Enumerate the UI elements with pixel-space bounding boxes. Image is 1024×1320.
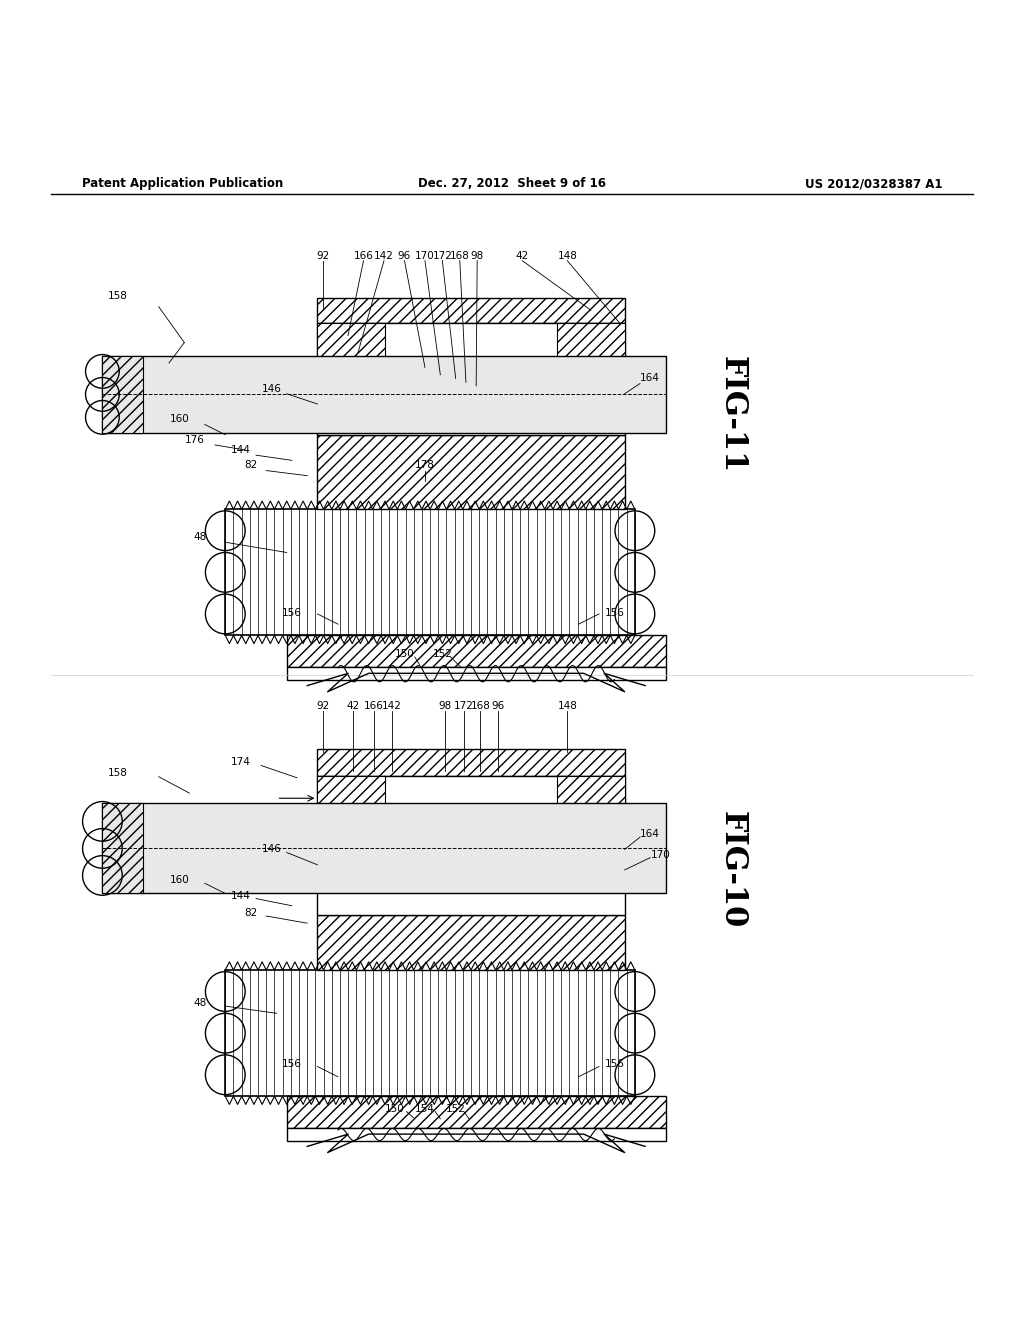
Text: 48: 48 [194,532,206,543]
Text: 42: 42 [516,251,528,260]
Bar [317,915,625,970]
Text: 172: 172 [454,701,474,711]
Bar [317,776,625,859]
Text: 156: 156 [282,1060,302,1069]
Text: 150: 150 [394,649,415,659]
Text: 172: 172 [432,251,453,260]
Text: 146: 146 [261,845,282,854]
Text: 176: 176 [184,434,205,445]
Bar [317,297,625,323]
Bar [317,750,625,776]
Text: 146: 146 [261,384,282,393]
Bar [317,323,385,397]
Text: FIG-11: FIG-11 [717,355,748,473]
Text: 42: 42 [347,701,359,711]
Text: 96: 96 [398,251,411,260]
Text: Dec. 27, 2012  Sheet 9 of 16: Dec. 27, 2012 Sheet 9 of 16 [418,177,606,190]
Bar [317,323,625,397]
Text: 92: 92 [316,701,329,711]
Bar [102,804,143,894]
Bar [102,356,143,433]
Text: 170: 170 [650,850,671,859]
Text: 170: 170 [415,251,435,260]
Text: Patent Application Publication: Patent Application Publication [82,177,284,190]
Text: 156: 156 [604,609,625,618]
Text: 160: 160 [169,414,189,424]
Bar [317,397,625,436]
Text: 168: 168 [470,701,490,711]
Text: 144: 144 [230,445,251,455]
Text: 164: 164 [640,374,660,383]
Text: 98: 98 [439,701,452,711]
Text: 158: 158 [108,292,128,301]
Text: 152: 152 [432,649,453,659]
Text: 144: 144 [230,891,251,900]
Bar [102,804,666,894]
Text: 156: 156 [604,1060,625,1069]
Bar [557,323,625,397]
Bar [557,776,625,859]
Bar [317,859,625,915]
Text: 168: 168 [450,251,470,260]
Text: 48: 48 [194,998,206,1008]
Text: 152: 152 [445,1104,466,1114]
Text: 142: 142 [374,251,394,260]
Bar [102,356,666,433]
Bar [317,776,385,859]
Text: 150: 150 [384,1104,404,1114]
Text: 98: 98 [471,251,483,260]
Text: 82: 82 [245,908,257,917]
Bar [287,635,666,667]
Text: 82: 82 [245,461,257,470]
Text: 166: 166 [353,251,374,260]
Text: 174: 174 [230,758,251,767]
Text: 178: 178 [415,461,435,470]
Text: 156: 156 [282,609,302,618]
Text: 166: 166 [364,701,384,711]
Text: 92: 92 [316,251,329,260]
Text: 148: 148 [557,701,578,711]
Text: 154: 154 [415,1104,435,1114]
Text: 164: 164 [640,829,660,840]
Bar [225,970,635,1096]
Text: 148: 148 [557,251,578,260]
Bar [287,1127,666,1142]
Bar [225,510,635,635]
Bar [317,436,625,510]
Text: FIG-10: FIG-10 [717,812,748,928]
Bar [287,1096,666,1127]
Bar [287,667,666,681]
Text: US 2012/0328387 A1: US 2012/0328387 A1 [805,177,942,190]
Text: 142: 142 [382,701,402,711]
Text: 96: 96 [492,701,504,711]
Text: 160: 160 [169,875,189,886]
Text: 158: 158 [108,768,128,777]
